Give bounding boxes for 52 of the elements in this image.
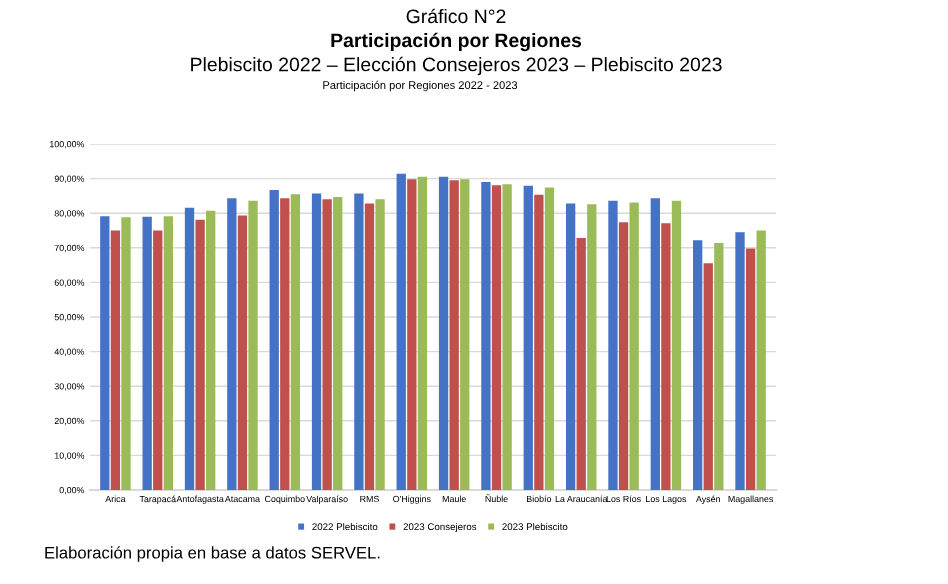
chart-subtitle: Plebiscito 2022 – Elección Consejeros 2023 – Plebiscito 2023 xyxy=(191,56,722,76)
bar xyxy=(417,176,428,490)
bar xyxy=(227,198,237,490)
bar xyxy=(206,210,216,490)
bar xyxy=(703,263,713,490)
bar xyxy=(110,230,121,490)
bar xyxy=(523,185,533,490)
bar xyxy=(481,182,491,490)
bar xyxy=(714,242,724,490)
bar xyxy=(438,176,449,490)
bar xyxy=(587,204,597,490)
bar xyxy=(460,179,470,490)
bar xyxy=(322,199,332,490)
bar xyxy=(661,223,671,490)
bar xyxy=(163,216,173,490)
bar xyxy=(248,200,258,490)
bar xyxy=(534,194,544,490)
bar xyxy=(756,230,766,490)
bar xyxy=(491,185,502,490)
bar xyxy=(195,219,205,490)
bar xyxy=(184,207,195,490)
bar xyxy=(618,222,629,490)
bar xyxy=(269,190,279,490)
bar xyxy=(290,194,301,490)
text: Gráfico N°2 xyxy=(406,8,506,24)
bar xyxy=(333,196,343,490)
bar xyxy=(735,232,745,490)
bar xyxy=(576,238,586,490)
bar xyxy=(100,216,110,490)
bar xyxy=(544,187,555,490)
bar xyxy=(671,200,682,490)
chart-title: Participación por Regiones xyxy=(331,32,582,52)
bar xyxy=(396,173,406,490)
bar xyxy=(121,217,131,490)
bar xyxy=(502,184,512,490)
bar xyxy=(693,240,703,490)
bar xyxy=(153,230,163,490)
bar xyxy=(237,215,248,490)
bar xyxy=(364,203,375,490)
text: Elaboración propia en base a datos SERVEL. xyxy=(45,546,380,562)
bar xyxy=(745,248,756,490)
bar xyxy=(449,180,459,490)
bar xyxy=(142,216,152,490)
bar xyxy=(608,200,618,490)
bar xyxy=(375,199,385,490)
bar xyxy=(407,179,417,490)
bar xyxy=(629,202,639,490)
bar xyxy=(650,198,660,490)
bar xyxy=(311,193,322,490)
bar xyxy=(354,193,364,490)
bar xyxy=(280,198,290,490)
bar xyxy=(565,203,576,490)
